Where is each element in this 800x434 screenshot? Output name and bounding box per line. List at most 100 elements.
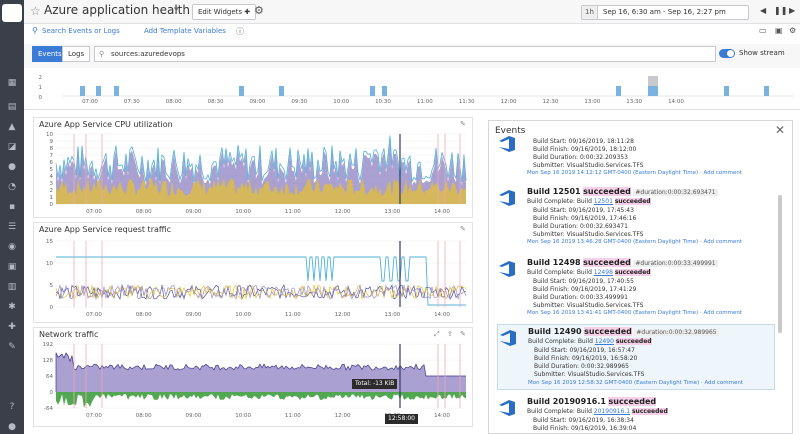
- star-icon[interactable]: ☆: [30, 4, 41, 18]
- event-item[interactable]: Build 20190916.1 succeeded Build Complet…: [497, 395, 775, 433]
- security-icon[interactable]: ◉: [8, 242, 16, 252]
- show-stream-toggle[interactable]: [719, 49, 735, 58]
- integrations-icon[interactable]: ●: [8, 162, 16, 172]
- gear-icon[interactable]: ⚙: [254, 4, 264, 17]
- tab-logs[interactable]: Logs: [62, 46, 91, 62]
- datadog-logo[interactable]: [2, 4, 22, 22]
- user-icon[interactable]: ●: [8, 422, 16, 432]
- x-axis-label: 14:00: [434, 413, 450, 419]
- timeline-y-label: 2: [39, 75, 43, 81]
- edit-icon[interactable]: ✎: [460, 120, 466, 128]
- help-icon[interactable]: ?: [9, 402, 15, 412]
- metrics-icon[interactable]: ◪: [7, 142, 17, 152]
- event-timestamp[interactable]: Mon Sep 16 2019 14:12:12 GMT-0400 (Easte…: [527, 170, 742, 176]
- dashboard-icon[interactable]: ▦: [7, 78, 17, 88]
- apm-icon[interactable]: ◔: [8, 182, 16, 192]
- x-axis-label: 10:00: [235, 209, 251, 215]
- build-complete-line: Build Complete: Build 12498 succeeded: [527, 269, 651, 276]
- event-timestamp[interactable]: Mon Sep 16 2019 13:46:28 GMT-0400 (Easte…: [527, 239, 742, 245]
- cursor-time-label: 12:58:00: [385, 414, 418, 424]
- wrench-icon[interactable]: ✎: [8, 342, 16, 352]
- event-timeline[interactable]: 2 1 0 07:00 07:30 08:00 08:30 09:00 09:30 10:00 10…: [24, 70, 800, 110]
- monitor-icon[interactable]: ▣: [775, 26, 783, 35]
- search-icon[interactable]: ⚲: [32, 26, 38, 35]
- duration-tag[interactable]: #duration:0:00:32.989965: [634, 329, 719, 336]
- events-scrollbar[interactable]: [778, 195, 782, 333]
- time-range-label: Sep 16, 6:30 am - Sep 16, 2:27 pm: [603, 8, 726, 16]
- timeline-x-label: 07:00: [82, 99, 98, 105]
- timeline-x-label: 11:30: [459, 99, 475, 105]
- y-axis-label: 0: [50, 390, 54, 396]
- pause-icon[interactable]: ❚❚: [774, 6, 788, 15]
- step-back-icon[interactable]: ◀: [760, 6, 767, 15]
- export-icon[interactable]: ⇪: [447, 330, 453, 338]
- tv-mode-icon[interactable]: ▭: [759, 26, 767, 35]
- dashboard-title[interactable]: Azure application health: [44, 3, 190, 17]
- x-axis-label: 14:00: [434, 312, 450, 318]
- integrations-settings-icon[interactable]: ✚: [8, 322, 16, 332]
- search-events-link[interactable]: Search Events or Logs: [42, 27, 120, 35]
- status-badge: succeeded: [583, 187, 631, 196]
- requests-noise-series: [55, 283, 467, 301]
- step-forward-icon[interactable]: ▶: [789, 6, 796, 15]
- events-panel: Events ✕ Build Start: 09/16/2019, 18:11:…: [488, 120, 793, 434]
- help-circle-icon[interactable]: ⓘ: [236, 27, 244, 36]
- build-link[interactable]: 12501: [593, 198, 613, 205]
- event-count-bar: [239, 86, 244, 96]
- add-template-variables-link[interactable]: Add Template Variables: [144, 27, 226, 35]
- build-complete-prefix: Build Complete: Build: [527, 198, 592, 205]
- event-detail: Submitter: VisualStudio.Services.TFS: [533, 162, 644, 169]
- network-traffic-widget[interactable]: Network traffic ⤢ ⇪ ✎ 192 128 64 0 -64 07:00 0…: [33, 327, 473, 427]
- cpu-utilization-widget[interactable]: Azure App Service CPU utilization ✎ 10 9 8…: [33, 117, 473, 218]
- chevron-down-icon[interactable]: ▾: [174, 5, 179, 15]
- notebooks-icon[interactable]: ▪: [8, 202, 16, 212]
- y-axis-label: 9: [50, 139, 54, 145]
- monitors-icon[interactable]: ▲: [8, 122, 16, 132]
- event-count-bar: [96, 86, 101, 96]
- x-axis-label: 09:00: [185, 312, 201, 318]
- event-item-selected[interactable]: Build 12490 succeeded #duration:0:00:32.…: [497, 324, 775, 390]
- settings-gear-icon[interactable]: ⚙: [789, 26, 797, 35]
- event-item[interactable]: Build 12501 succeeded #duration:0:00:32.…: [497, 185, 775, 249]
- network-in-line: [55, 352, 466, 392]
- request-traffic-widget[interactable]: Azure App Service request traffic ✎ 15 10…: [33, 222, 473, 323]
- status-badge: succeeded: [614, 269, 651, 276]
- x-axis-label: 11:00: [285, 312, 301, 318]
- logs-icon[interactable]: ☰: [7, 222, 17, 232]
- event-detail: Submitter: VisualStudio.Services.TFS: [533, 231, 644, 238]
- build-name: Build 12501: [527, 187, 581, 196]
- y-axis-label: -64: [44, 406, 53, 412]
- build-link[interactable]: 20190916.1: [593, 408, 631, 415]
- status-badge: succeeded: [608, 397, 657, 406]
- x-axis-label: 11:00: [285, 413, 301, 419]
- timeline-x-label: 13:30: [626, 99, 642, 105]
- y-axis-label: 7: [50, 153, 54, 159]
- x-axis-label: 11:00: [285, 209, 301, 215]
- close-icon[interactable]: ✕: [774, 123, 785, 137]
- expand-icon[interactable]: ⤢: [434, 330, 440, 338]
- event-timestamp[interactable]: Mon Sep 16 2019 13:41:41 GMT-0400 (Easte…: [527, 310, 742, 316]
- duration-tag[interactable]: #duration:0:00:32.693471: [633, 189, 718, 196]
- events-query-input[interactable]: ⚲ sources:azuredevops: [94, 46, 716, 62]
- build-link[interactable]: 12490: [594, 338, 614, 345]
- azure-devops-icon: [499, 400, 515, 416]
- x-axis-label: 13:00: [384, 312, 400, 318]
- edit-icon[interactable]: ✎: [460, 225, 466, 233]
- event-count-bar: [382, 86, 387, 96]
- cpu-line-series: [55, 135, 467, 183]
- synthetics-icon[interactable]: ▥: [7, 282, 17, 292]
- ux-monitoring-icon[interactable]: ▣: [7, 262, 17, 272]
- event-item[interactable]: Build 12498 succeeded #duration:0:00:33.…: [497, 256, 775, 320]
- infrastructure-icon[interactable]: ▤: [7, 102, 17, 112]
- event-item[interactable]: Build Start: 09/16/2019, 18:11:28 Build …: [497, 135, 775, 177]
- build-link[interactable]: 12498: [593, 269, 613, 276]
- duration-tag[interactable]: #duration:0:00:33.499991: [633, 260, 718, 267]
- edit-icon[interactable]: ✎: [460, 330, 466, 338]
- event-timestamp[interactable]: Mon Sep 16 2019 12:58:32 GMT-0400 (Easte…: [528, 380, 743, 386]
- watchdog-icon[interactable]: ✱: [8, 302, 16, 312]
- edit-widgets-button[interactable]: Edit Widgets ✚: [192, 4, 257, 20]
- time-range-picker[interactable]: 1h Sep 16, 6:30 am - Sep 16, 2:27 pm: [581, 5, 749, 20]
- y-axis-label: 2: [50, 188, 54, 194]
- x-axis-label: 10:00: [235, 413, 251, 419]
